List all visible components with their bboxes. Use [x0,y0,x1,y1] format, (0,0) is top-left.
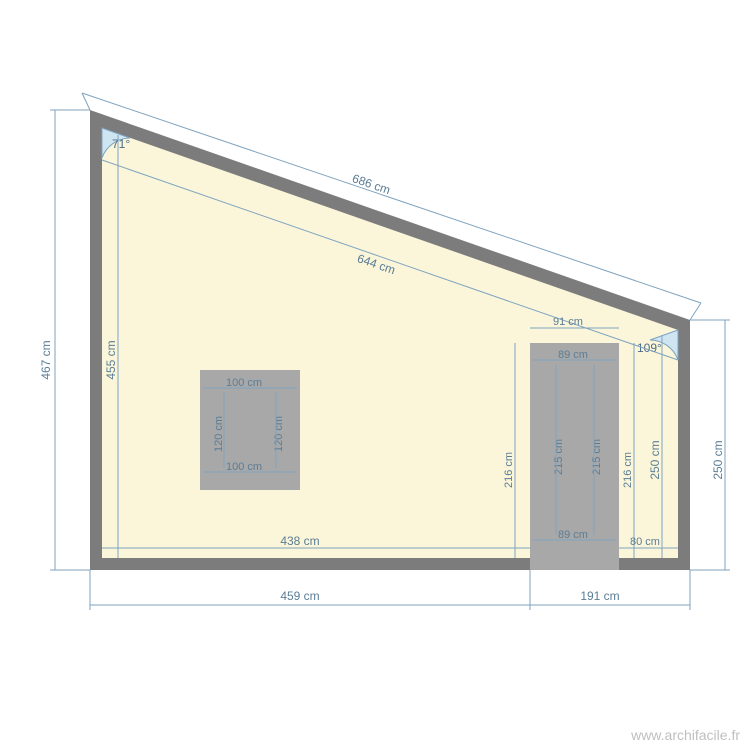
svg-text:467 cm: 467 cm [39,340,53,379]
svg-text:215 cm: 215 cm [553,439,565,475]
svg-text:686 cm: 686 cm [350,171,392,197]
dim-outer-left: 467 cm [39,110,90,570]
svg-text:80 cm: 80 cm [630,536,660,548]
svg-text:191 cm: 191 cm [580,589,619,603]
svg-text:459 cm: 459 cm [280,589,319,603]
dim-bottom-left: 459 cm [90,570,530,610]
floor-plan: 71° 109° 100 cm 100 cm 120 cm 120 cm 89 … [0,0,750,750]
svg-text:455 cm: 455 cm [104,340,118,379]
svg-text:100 cm: 100 cm [226,377,262,389]
watermark: www.archifacile.fr [630,727,740,743]
svg-text:216 cm: 216 cm [622,452,634,488]
svg-text:91 cm: 91 cm [553,316,583,328]
svg-text:120 cm: 120 cm [213,416,225,452]
dim-bottom-right: 191 cm [530,570,690,610]
dim-outer-right: 250 cm [690,320,730,570]
svg-text:250 cm: 250 cm [648,440,662,479]
svg-text:89 cm: 89 cm [558,529,588,541]
svg-text:89 cm: 89 cm [558,349,588,361]
svg-text:250 cm: 250 cm [711,440,725,479]
svg-text:215 cm: 215 cm [591,439,603,475]
svg-text:100 cm: 100 cm [226,461,262,473]
svg-text:120 cm: 120 cm [273,416,285,452]
svg-text:216 cm: 216 cm [503,452,515,488]
angle-71-label: 71° [112,137,130,151]
svg-text:438 cm: 438 cm [280,534,319,548]
